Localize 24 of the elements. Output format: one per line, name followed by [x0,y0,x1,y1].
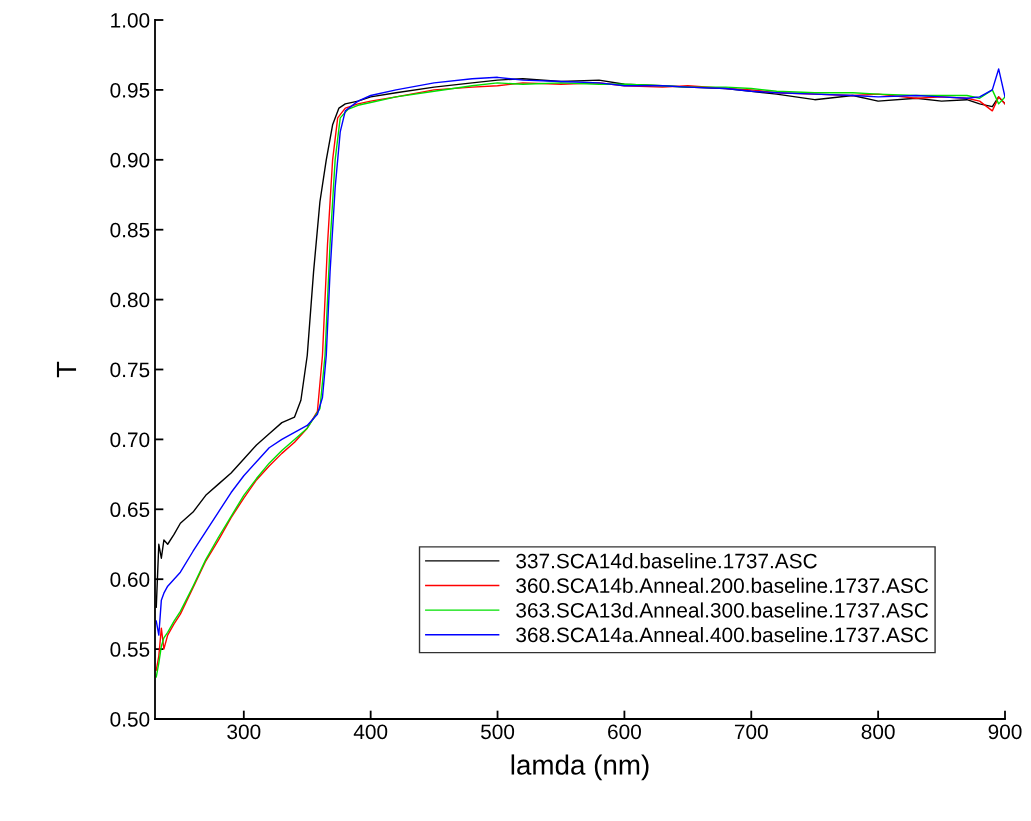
legend-label: 360.SCA14b.Anneal.200.baseline.1737.ASC [516,577,929,594]
x-axis-title: lamda (nm) [511,754,649,781]
y-tick-label: 0.95 [110,82,150,98]
y-tick-label: 0.55 [110,642,150,657]
y-axis-title: T [56,361,77,378]
legend-label: 363.SCA13d.Anneal.300.baseline.1737.ASC [516,602,929,618]
y-tick-label: 0.70 [110,432,150,448]
x-tick-label: 700 [734,724,768,740]
x-tick-label: 500 [480,724,515,740]
legend-label: 368.SCA14a.Anneal.400.baseline.1737.ASC [516,626,929,643]
x-tick-label: 800 [861,724,895,740]
y-tick-label: 0.65 [110,502,150,518]
y-tick-label: 0.90 [110,152,150,168]
x-tick-label: 300 [227,724,261,740]
y-tick-label: 0.80 [110,292,150,308]
x-tick-label: 400 [353,724,388,740]
legend-label: 337.SCA14d.baseline.1737.ASC [516,553,817,569]
x-tick-label: 600 [608,724,641,740]
y-tick-label: 0.50 [110,712,150,727]
y-tick-label: 0.60 [110,572,150,587]
y-tick-label: 0.75 [110,362,150,378]
y-tick-label: 0.85 [110,222,150,238]
y-tick-label: 1.00 [111,13,150,28]
x-tick-label: 900 [988,724,1022,740]
